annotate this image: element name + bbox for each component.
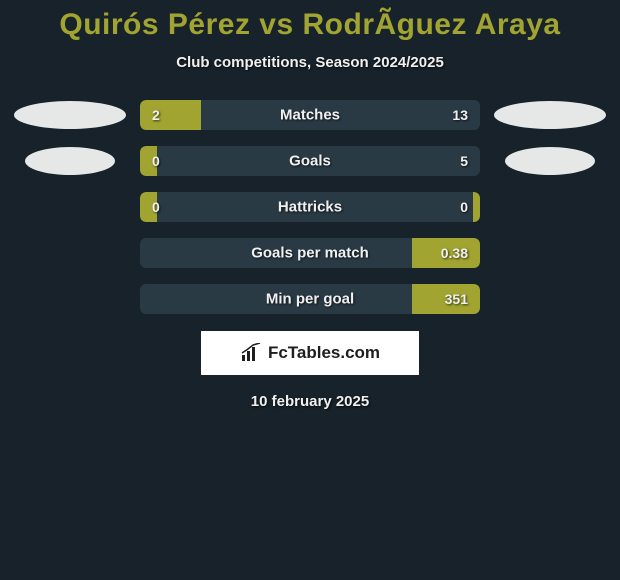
stat-value-right: 0 (460, 199, 468, 215)
logo-text: FcTables.com (268, 343, 380, 363)
bar-fill-left (140, 100, 201, 130)
stat-row-goals-per-match: Goals per match 0.38 (0, 237, 620, 269)
stat-label: Goals per match (251, 245, 369, 262)
spacer (14, 285, 126, 313)
stat-bar: 0 Hattricks 0 (140, 192, 480, 222)
stat-row-matches: 2 Matches 13 (0, 99, 620, 131)
stat-value-right: 351 (445, 291, 468, 307)
player-left-ellipse (14, 101, 126, 129)
stat-bar: Goals per match 0.38 (140, 238, 480, 268)
stat-bar: 0 Goals 5 (140, 146, 480, 176)
stat-value-right: 5 (460, 153, 468, 169)
chart-icon (240, 343, 262, 363)
stat-row-min-per-goal: Min per goal 351 (0, 283, 620, 315)
stat-value-left: 2 (152, 107, 160, 123)
logo-box: FcTables.com (201, 331, 419, 375)
comparison-infographic: Quirós Pérez vs RodrÃ­guez Araya Club co… (0, 0, 620, 410)
stat-value-left: 0 (152, 153, 160, 169)
stat-label: Goals (289, 153, 331, 170)
stat-value-left: 0 (152, 199, 160, 215)
stat-value-right: 0.38 (441, 245, 468, 261)
spacer (494, 193, 606, 221)
bar-fill-right (473, 192, 480, 222)
spacer (14, 239, 126, 267)
stat-label: Hattricks (278, 199, 342, 216)
player-right-ellipse (494, 101, 606, 129)
spacer (494, 285, 606, 313)
stat-bar: Min per goal 351 (140, 284, 480, 314)
spacer (494, 239, 606, 267)
stat-label: Matches (280, 107, 340, 124)
date-label: 10 february 2025 (0, 393, 620, 410)
stat-bar: 2 Matches 13 (140, 100, 480, 130)
stat-label: Min per goal (266, 291, 354, 308)
page-title: Quirós Pérez vs RodrÃ­guez Araya (0, 8, 620, 42)
stat-value-right: 13 (452, 107, 468, 123)
spacer (14, 193, 126, 221)
stat-row-goals: 0 Goals 5 (0, 145, 620, 177)
stat-row-hattricks: 0 Hattricks 0 (0, 191, 620, 223)
player-left-ellipse (25, 147, 115, 175)
player-right-ellipse (505, 147, 595, 175)
subtitle: Club competitions, Season 2024/2025 (0, 54, 620, 71)
